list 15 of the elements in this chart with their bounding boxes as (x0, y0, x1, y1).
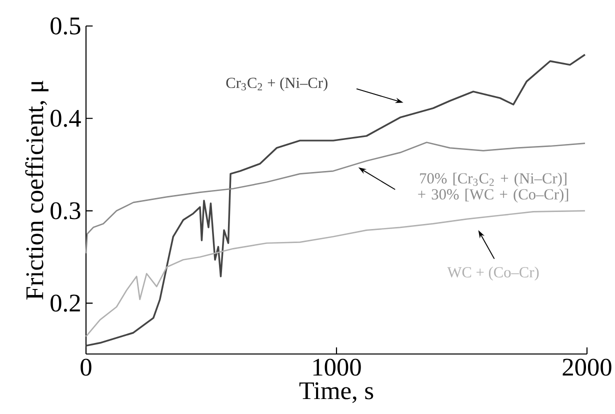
x-tick-label: 0 (80, 358, 92, 376)
y-tick-label: 0.4 (50, 110, 81, 127)
x-tick-label: 1000 (313, 358, 361, 376)
text: Cr$_{3}$C$_{2}$ + (Ni–Cr) (226, 77, 328, 92)
x-tick-label: 2000 (562, 358, 612, 376)
line-series (85, 142, 586, 254)
y-tick-label: 0.3 (50, 202, 80, 220)
y-tick-label: 0.5 (50, 17, 80, 35)
y-axis-title: Friction coefficient, μ (25, 80, 48, 300)
x-axis-title: Time, s (299, 382, 374, 403)
text: WC + (Co–Cr) (447, 266, 539, 281)
line-series (85, 210, 586, 338)
series-label: 70% [Cr$_{3}$C$_{2}$ + (Ni–Cr)] + 30% [WC + (Co–Cr)] (418, 172, 568, 203)
line-series (85, 54, 586, 347)
y-tick-label: 0.2 (50, 294, 80, 312)
